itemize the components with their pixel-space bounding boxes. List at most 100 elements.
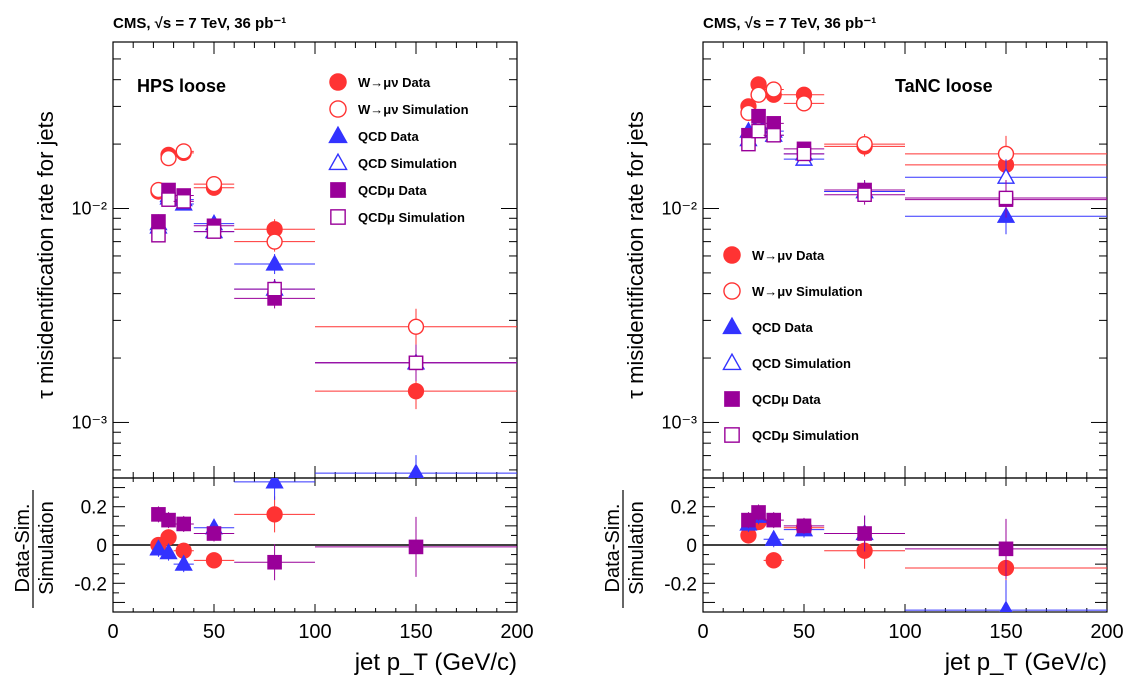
ratio-point (176, 516, 192, 532)
data-point (857, 187, 872, 202)
legend-label: QCD Data (358, 129, 419, 144)
legend-marker (329, 73, 347, 91)
legend: W→μν Data W→μν Simulation QCD Data QCD Simu… (722, 246, 863, 443)
ratio-y-tick-label: -0.2 (74, 574, 107, 595)
data-point (267, 281, 282, 297)
ratio-y-label-numerator: Data-Sim. (602, 504, 624, 593)
series-1 (150, 143, 517, 345)
x-tick-label: 100 (888, 621, 921, 643)
data-point (751, 108, 766, 124)
ratio-point (205, 552, 223, 569)
data-point (741, 136, 756, 152)
legend-label: QCDμ Simulation (752, 428, 859, 443)
legend-label: QCD Simulation (358, 156, 457, 171)
ratio-y-tick-label: 0.2 (81, 498, 107, 519)
ratio-point (998, 541, 1014, 557)
data-point (407, 383, 425, 400)
legend-marker (723, 282, 741, 300)
data-point (997, 145, 1015, 163)
data-point (998, 190, 1014, 206)
legend-marker (724, 391, 740, 407)
ratio-y-label-denominator: Simulation (36, 501, 58, 594)
data-point (151, 214, 166, 229)
x-tick-label: 50 (793, 621, 815, 643)
x-tick-label: 100 (298, 621, 331, 643)
ratio-point (751, 505, 766, 520)
data-point (206, 224, 222, 239)
y-tick-label: 10⁻³ (661, 412, 697, 432)
legend-marker (724, 427, 740, 443)
data-point (856, 135, 873, 153)
data-point (765, 81, 782, 98)
y-axis-label: τ misidentification rate for jets (623, 111, 648, 398)
series-5 (151, 192, 517, 381)
legend-label: QCDμ Data (358, 183, 427, 198)
ratio-point (161, 512, 176, 528)
series-2 (739, 113, 1107, 235)
data-point (408, 355, 424, 371)
ratio-y-label-numerator: Data-Sim. (12, 504, 34, 593)
legend-marker (723, 246, 741, 264)
data-point (175, 143, 192, 160)
legend-marker (328, 152, 348, 171)
data-point (407, 463, 425, 478)
data-point (151, 227, 166, 243)
data-point (766, 127, 781, 143)
ratio-point (999, 600, 1013, 612)
data-point (205, 175, 223, 193)
ratio-series-1 (149, 478, 315, 573)
panel-title: HPS loose (137, 76, 226, 96)
ratio-y-tick-label: -0.2 (664, 574, 697, 595)
cms-header: CMS, √s = 7 TeV, 36 pb⁻¹ (703, 15, 876, 32)
series-1 (740, 81, 1107, 172)
x-tick-label: 200 (500, 621, 533, 643)
legend-label: QCD Simulation (752, 356, 851, 371)
ratio-point (266, 506, 283, 523)
ratio-series-2 (151, 506, 517, 581)
x-tick-label: 150 (399, 621, 432, 643)
legend-label: W→μν Simulation (752, 284, 863, 299)
ratio-point (408, 539, 424, 555)
data-point (795, 95, 813, 112)
legend-marker (722, 316, 742, 335)
main-plot-area (739, 76, 1107, 235)
ratio-point (765, 552, 782, 569)
panel-0: CMS, √s = 7 TeV, 36 pb⁻¹ HPS loose 10⁻³ 10⁻… (12, 15, 534, 676)
data-point (796, 146, 812, 162)
ratio-plot-area (149, 478, 517, 581)
legend-label: W→μν Simulation (358, 102, 469, 117)
y-axis-label: τ misidentification rate for jets (33, 111, 58, 398)
legend-marker (329, 100, 347, 118)
panel-1: CMS, √s = 7 TeV, 36 pb⁻¹ TaNC loose 10⁻³ 10… (602, 15, 1124, 676)
ratio-point (857, 526, 872, 541)
ratio-y-label-denominator: Simulation (626, 501, 648, 594)
y-tick-label: 10⁻³ (71, 412, 107, 432)
main-plot-area (149, 143, 517, 478)
ratio-plot-area (739, 504, 1107, 612)
ratio-point (766, 512, 781, 528)
legend-label: W→μν Data (358, 75, 431, 90)
ratio-point (149, 539, 168, 556)
ratio-point (796, 518, 812, 534)
x-axis-label: jet p_T (GeV/c) (354, 649, 517, 676)
ratio-y-tick-label: 0 (96, 536, 107, 557)
legend-label: QCD Data (752, 320, 813, 335)
data-point (266, 233, 283, 250)
ratio-point (159, 543, 178, 560)
ratio-point (206, 526, 222, 541)
data-point (265, 254, 284, 271)
ratio-point (174, 554, 193, 571)
series-2 (149, 185, 517, 478)
ratio-series-2 (741, 504, 1107, 579)
x-tick-label: 200 (1090, 621, 1123, 643)
data-point (176, 194, 192, 209)
legend: W→μν Data W→μν Simulation QCD Data QCD Simu… (328, 73, 469, 225)
x-tick-label: 50 (203, 621, 225, 643)
data-point (161, 192, 176, 207)
data-point (160, 149, 177, 167)
ratio-series-0 (740, 513, 1107, 598)
y-tick-label: 10⁻² (71, 198, 107, 218)
legend-label: QCDμ Data (752, 392, 821, 407)
